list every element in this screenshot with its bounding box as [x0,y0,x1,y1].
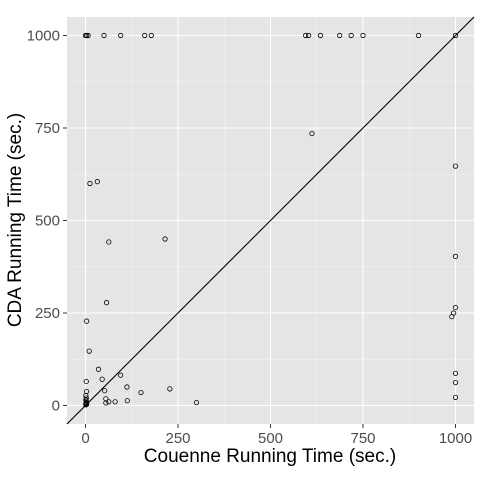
x-axis-title: Couenne Running Time (sec.) [144,446,396,467]
y-tick-label: 250 [35,305,60,322]
data-point [337,32,343,39]
data-point [452,394,459,400]
data-point [94,179,100,185]
data-point [124,398,130,404]
y-axis-title: CDA Running Time (sec.) [5,113,26,327]
y-axis-ticks: 0 250 500 750 1000 [27,28,67,415]
data-point [348,32,354,39]
data-point [317,32,324,39]
data-point [83,402,89,408]
data-point [83,378,89,385]
data-point [449,314,455,320]
x-tick-label: 250 [165,430,190,447]
x-tick-label: 0 [81,430,89,447]
data-point [106,399,112,405]
data-point [103,400,109,406]
data-point [309,130,315,137]
data-point [85,32,91,39]
data-point [452,253,459,259]
x-tick-label: 750 [350,430,375,447]
data-point [148,32,154,39]
data-point [452,304,459,311]
data-point [303,32,309,39]
x-tick-label: 500 [258,430,283,447]
y-tick-label: 1000 [27,28,60,45]
y-tick-label: 0 [52,398,60,415]
data-point [360,32,366,39]
data-point [452,379,459,386]
data-point [103,300,110,306]
data-point [124,384,130,390]
data-points [82,32,459,408]
data-point [452,163,459,169]
x-axis-ticks: 0 250 500 750 1000 [81,424,472,447]
data-point [106,239,112,245]
data-point [142,32,148,39]
data-point [102,388,108,394]
reference-line [66,16,475,425]
data-point [87,180,93,187]
data-point [138,389,144,396]
y-tick-label: 500 [35,213,60,230]
data-point [84,318,90,324]
data-point [306,32,312,39]
data-point [193,399,200,406]
data-point [452,370,459,376]
x-tick-label: 1000 [439,430,472,447]
data-point [101,32,107,39]
data-point [118,372,124,378]
data-point [99,376,105,382]
y-tick-label: 750 [35,120,60,137]
data-point [167,386,173,392]
data-point [95,366,102,372]
data-point [452,32,459,39]
data-point [84,32,90,39]
data-point [112,399,118,405]
data-point [162,236,168,242]
data-point [86,348,92,354]
data-point [415,32,422,39]
data-point [118,32,124,39]
